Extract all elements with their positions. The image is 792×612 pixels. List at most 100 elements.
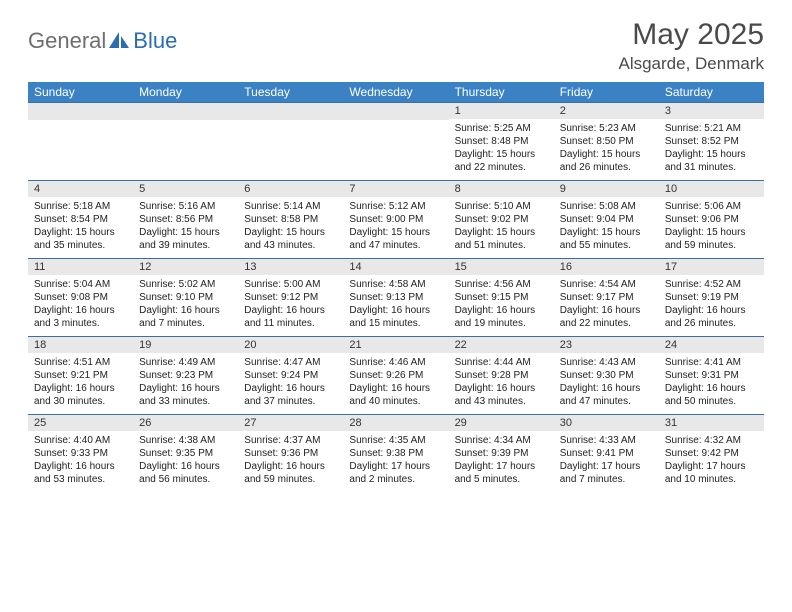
sunset-text: Sunset: 9:23 PM [139, 369, 232, 382]
sunset-text: Sunset: 9:35 PM [139, 447, 232, 460]
sunrise-text: Sunrise: 5:21 AM [665, 122, 758, 135]
sunset-text: Sunset: 9:04 PM [560, 213, 653, 226]
sunrise-text: Sunrise: 5:12 AM [349, 200, 442, 213]
day-number: 5 [133, 181, 238, 197]
day-body-empty [238, 120, 343, 176]
daylight-text: Daylight: 16 hours and 26 minutes. [665, 304, 758, 330]
sunset-text: Sunset: 9:02 PM [455, 213, 548, 226]
day-number: 3 [659, 103, 764, 119]
sunrise-text: Sunrise: 4:52 AM [665, 278, 758, 291]
day-number: 2 [554, 103, 659, 119]
sunrise-text: Sunrise: 4:47 AM [244, 356, 337, 369]
sunset-text: Sunset: 9:21 PM [34, 369, 127, 382]
sunrise-text: Sunrise: 5:04 AM [34, 278, 127, 291]
daylight-text: Daylight: 16 hours and 50 minutes. [665, 382, 758, 408]
day-number: 17 [659, 259, 764, 275]
day-body: Sunrise: 5:02 AMSunset: 9:10 PMDaylight:… [133, 275, 238, 336]
calendar-body: 1Sunrise: 5:25 AMSunset: 8:48 PMDaylight… [28, 103, 764, 493]
day-body: Sunrise: 4:52 AMSunset: 9:19 PMDaylight:… [659, 275, 764, 336]
day-number: 21 [343, 337, 448, 353]
daylight-text: Daylight: 15 hours and 22 minutes. [455, 148, 548, 174]
sunset-text: Sunset: 9:06 PM [665, 213, 758, 226]
day-header-fri: Friday [554, 82, 659, 103]
sunrise-text: Sunrise: 4:43 AM [560, 356, 653, 369]
day-body-empty [28, 120, 133, 176]
day-cell: 29Sunrise: 4:34 AMSunset: 9:39 PMDayligh… [449, 415, 554, 493]
sunrise-text: Sunrise: 4:35 AM [349, 434, 442, 447]
sunset-text: Sunset: 9:31 PM [665, 369, 758, 382]
sunrise-text: Sunrise: 4:46 AM [349, 356, 442, 369]
sunrise-text: Sunrise: 4:34 AM [455, 434, 548, 447]
day-header-row: Sunday Monday Tuesday Wednesday Thursday… [28, 82, 764, 103]
week-row: 25Sunrise: 4:40 AMSunset: 9:33 PMDayligh… [28, 415, 764, 493]
sunset-text: Sunset: 9:36 PM [244, 447, 337, 460]
daylight-text: Daylight: 16 hours and 3 minutes. [34, 304, 127, 330]
sunset-text: Sunset: 9:12 PM [244, 291, 337, 304]
sunset-text: Sunset: 9:08 PM [34, 291, 127, 304]
daylight-text: Daylight: 15 hours and 39 minutes. [139, 226, 232, 252]
day-body: Sunrise: 5:18 AMSunset: 8:54 PMDaylight:… [28, 197, 133, 258]
day-cell: 11 Sunrise: 5:04 AMSunset: 9:08 PMDayligh… [28, 259, 133, 337]
location: Alsgarde, Denmark [618, 54, 764, 74]
daylight-text: Daylight: 17 hours and 5 minutes. [455, 460, 548, 486]
day-header-mon: Monday [133, 82, 238, 103]
daylight-text: Daylight: 16 hours and 22 minutes. [560, 304, 653, 330]
day-body: Sunrise: 4:58 AMSunset: 9:13 PMDaylight:… [343, 275, 448, 336]
sunset-text: Sunset: 9:15 PM [455, 291, 548, 304]
sunrise-text: Sunrise: 5:06 AM [665, 200, 758, 213]
day-number: 11 [28, 259, 133, 275]
day-cell: 13Sunrise: 5:00 AMSunset: 9:12 PMDayligh… [238, 259, 343, 337]
day-body: Sunrise: 5:25 AMSunset: 8:48 PMDaylight:… [449, 119, 554, 180]
day-number: 7 [343, 181, 448, 197]
day-cell: 28Sunrise: 4:35 AMSunset: 9:38 PMDayligh… [343, 415, 448, 493]
daylight-text: Daylight: 16 hours and 56 minutes. [139, 460, 232, 486]
daylight-text: Daylight: 16 hours and 11 minutes. [244, 304, 337, 330]
day-cell: 8Sunrise: 5:10 AMSunset: 9:02 PMDaylight… [449, 181, 554, 259]
day-number: 30 [554, 415, 659, 431]
day-body: Sunrise: 4:32 AMSunset: 9:42 PMDaylight:… [659, 431, 764, 492]
day-number-empty [28, 103, 133, 120]
daylight-text: Daylight: 15 hours and 59 minutes. [665, 226, 758, 252]
sunrise-text: Sunrise: 5:10 AM [455, 200, 548, 213]
day-number: 20 [238, 337, 343, 353]
day-body: Sunrise: 4:46 AMSunset: 9:26 PMDaylight:… [343, 353, 448, 414]
day-number: 15 [449, 259, 554, 275]
day-number: 24 [659, 337, 764, 353]
day-body: Sunrise: 4:56 AMSunset: 9:15 PMDaylight:… [449, 275, 554, 336]
sunset-text: Sunset: 9:28 PM [455, 369, 548, 382]
day-number: 28 [343, 415, 448, 431]
daylight-text: Daylight: 15 hours and 55 minutes. [560, 226, 653, 252]
day-body: Sunrise: 5:12 AMSunset: 9:00 PMDaylight:… [343, 197, 448, 258]
sunset-text: Sunset: 8:54 PM [34, 213, 127, 226]
day-cell: 27Sunrise: 4:37 AMSunset: 9:36 PMDayligh… [238, 415, 343, 493]
daylight-text: Daylight: 15 hours and 47 minutes. [349, 226, 442, 252]
day-cell: 2Sunrise: 5:23 AMSunset: 8:50 PMDaylight… [554, 103, 659, 181]
day-cell: 31Sunrise: 4:32 AMSunset: 9:42 PMDayligh… [659, 415, 764, 493]
day-number-empty [133, 103, 238, 120]
sunset-text: Sunset: 8:56 PM [139, 213, 232, 226]
daylight-text: Daylight: 15 hours and 43 minutes. [244, 226, 337, 252]
daylight-text: Daylight: 16 hours and 7 minutes. [139, 304, 232, 330]
sunrise-text: Sunrise: 5:00 AM [244, 278, 337, 291]
daylight-text: Daylight: 16 hours and 15 minutes. [349, 304, 442, 330]
logo-sail-icon [109, 32, 131, 50]
daylight-text: Daylight: 17 hours and 7 minutes. [560, 460, 653, 486]
day-cell [28, 103, 133, 181]
day-body: Sunrise: 5:16 AMSunset: 8:56 PMDaylight:… [133, 197, 238, 258]
sunrise-text: Sunrise: 4:32 AM [665, 434, 758, 447]
day-body: Sunrise: 4:38 AMSunset: 9:35 PMDaylight:… [133, 431, 238, 492]
sunset-text: Sunset: 9:41 PM [560, 447, 653, 460]
sunset-text: Sunset: 9:30 PM [560, 369, 653, 382]
day-cell: 17Sunrise: 4:52 AMSunset: 9:19 PMDayligh… [659, 259, 764, 337]
sunrise-text: Sunrise: 5:16 AM [139, 200, 232, 213]
sunrise-text: Sunrise: 4:51 AM [34, 356, 127, 369]
day-header-thu: Thursday [449, 82, 554, 103]
sunrise-text: Sunrise: 4:41 AM [665, 356, 758, 369]
sunrise-text: Sunrise: 5:08 AM [560, 200, 653, 213]
day-body: Sunrise: 5:10 AMSunset: 9:02 PMDaylight:… [449, 197, 554, 258]
week-row: 4Sunrise: 5:18 AMSunset: 8:54 PMDaylight… [28, 181, 764, 259]
day-cell: 23Sunrise: 4:43 AMSunset: 9:30 PMDayligh… [554, 337, 659, 415]
sunrise-text: Sunrise: 5:18 AM [34, 200, 127, 213]
sunset-text: Sunset: 9:17 PM [560, 291, 653, 304]
day-cell: 25Sunrise: 4:40 AMSunset: 9:33 PMDayligh… [28, 415, 133, 493]
